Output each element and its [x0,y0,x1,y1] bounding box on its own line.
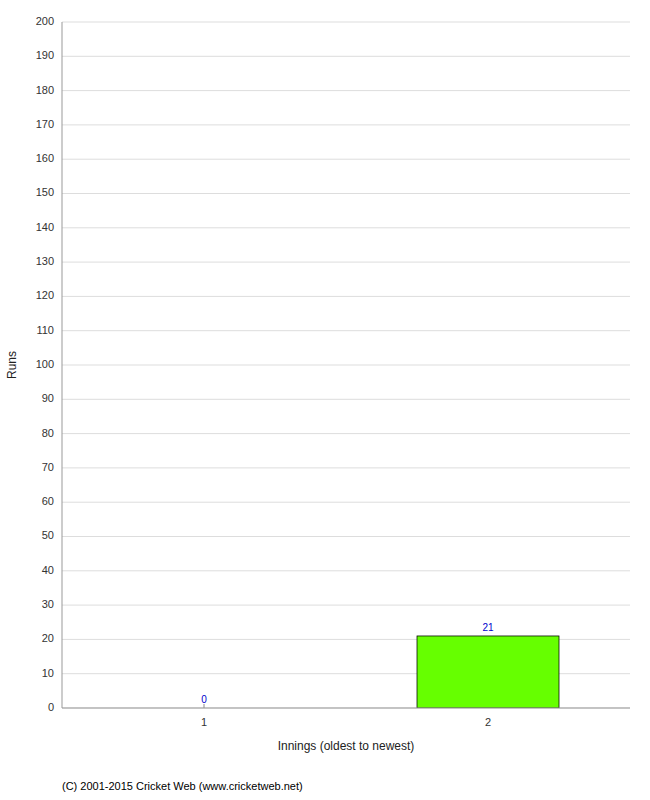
y-tick-label: 140 [36,221,54,233]
chart-svg: 0102030405060708090100110120130140150160… [0,0,650,800]
x-tick-label: 1 [201,716,207,728]
grid-line [62,90,630,91]
grid-line [62,262,630,263]
grid-line [62,399,630,400]
y-tick-label: 0 [48,701,54,713]
y-tick-label: 200 [36,15,54,27]
grid-line [62,502,630,503]
x-axis-label: Innings (oldest to newest) [278,739,415,753]
y-tick-label: 30 [42,598,54,610]
grid-line [62,330,630,331]
grid-line [62,365,630,366]
grid-line [62,193,630,194]
y-tick-label: 50 [42,529,54,541]
x-axis-line [62,708,630,709]
y-axis-line [62,22,63,708]
y-axis-label: Runs [5,351,19,379]
data-label: 21 [482,622,494,633]
grid-line [62,227,630,228]
y-tick-label: 10 [42,667,54,679]
grid [62,22,630,708]
grid-line [62,159,630,160]
y-tick-label: 40 [42,564,54,576]
data-labels: 0 21 [201,622,494,705]
y-tick-label: 130 [36,255,54,267]
grid-line [62,536,630,537]
y-tick-label: 20 [42,632,54,644]
data-label: 0 [201,694,207,705]
bar [417,636,559,708]
y-tick-label: 120 [36,289,54,301]
grid-line [62,124,630,125]
y-tick-label: 150 [36,186,54,198]
y-tick-label: 160 [36,152,54,164]
y-tick-label: 190 [36,49,54,61]
grid-line [62,467,630,468]
y-tick-label: 170 [36,118,54,130]
y-tick-label: 70 [42,461,54,473]
chart-container: 0102030405060708090100110120130140150160… [0,0,650,800]
grid-line [62,605,630,606]
grid-line [62,433,630,434]
bars [204,636,559,708]
y-tick-label: 90 [42,392,54,404]
grid-line [62,708,630,709]
y-tick-label: 80 [42,427,54,439]
x-tick-label: 2 [485,716,491,728]
y-tick-label: 180 [36,84,54,96]
y-tick-label: 60 [42,495,54,507]
x-axis: 12 [201,716,491,728]
grid-line [62,56,630,57]
y-tick-label: 100 [36,358,54,370]
y-tick-label: 110 [36,324,54,336]
grid-line [62,570,630,571]
y-axis: 0 10 20 30 40 50 60 70 80 90 100 110 120 130 140 150 160… [36,15,54,713]
footer-text: (C) 2001-2015 Cricket Web (www.cricketwe… [62,780,303,792]
grid-line [62,22,630,23]
grid-line [62,296,630,297]
